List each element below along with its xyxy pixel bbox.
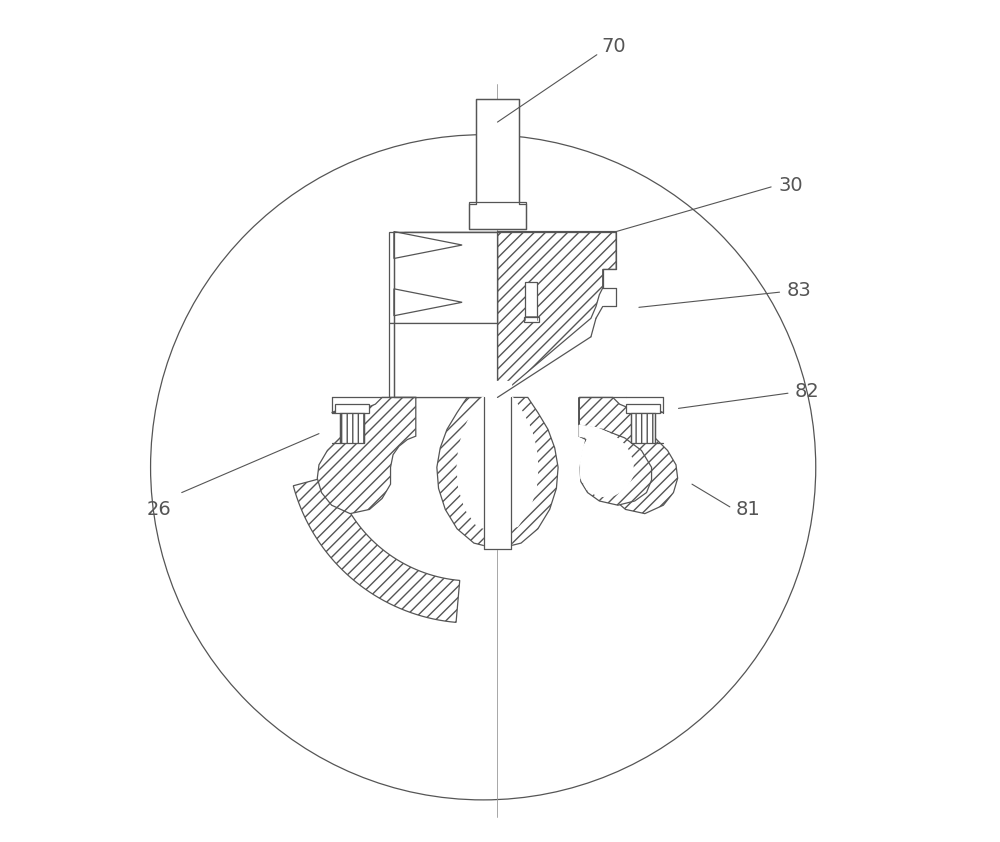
Text: 70: 70 (601, 37, 626, 56)
Polygon shape (394, 289, 462, 316)
Bar (389, 323, 497, 397)
Polygon shape (497, 232, 616, 397)
Bar (484, 381, 511, 549)
Bar (626, 404, 660, 413)
Polygon shape (437, 397, 558, 549)
Bar (525, 282, 537, 320)
Bar (469, 202, 526, 229)
Text: 30: 30 (778, 176, 803, 195)
Bar (340, 413, 364, 443)
Bar (389, 232, 497, 323)
Text: 83: 83 (787, 281, 811, 300)
Bar (476, 99, 519, 204)
Text: 26: 26 (147, 500, 171, 519)
Bar (631, 413, 655, 443)
Bar (394, 232, 497, 323)
Bar (404, 232, 497, 323)
Bar (394, 323, 497, 397)
Polygon shape (579, 397, 652, 505)
Text: 82: 82 (795, 382, 820, 401)
Polygon shape (457, 397, 538, 532)
Polygon shape (317, 397, 416, 514)
Polygon shape (394, 232, 462, 258)
Bar (335, 404, 369, 413)
Polygon shape (579, 397, 678, 514)
Text: 81: 81 (736, 500, 761, 519)
Polygon shape (579, 425, 633, 497)
Bar (524, 317, 539, 322)
Polygon shape (293, 475, 460, 622)
